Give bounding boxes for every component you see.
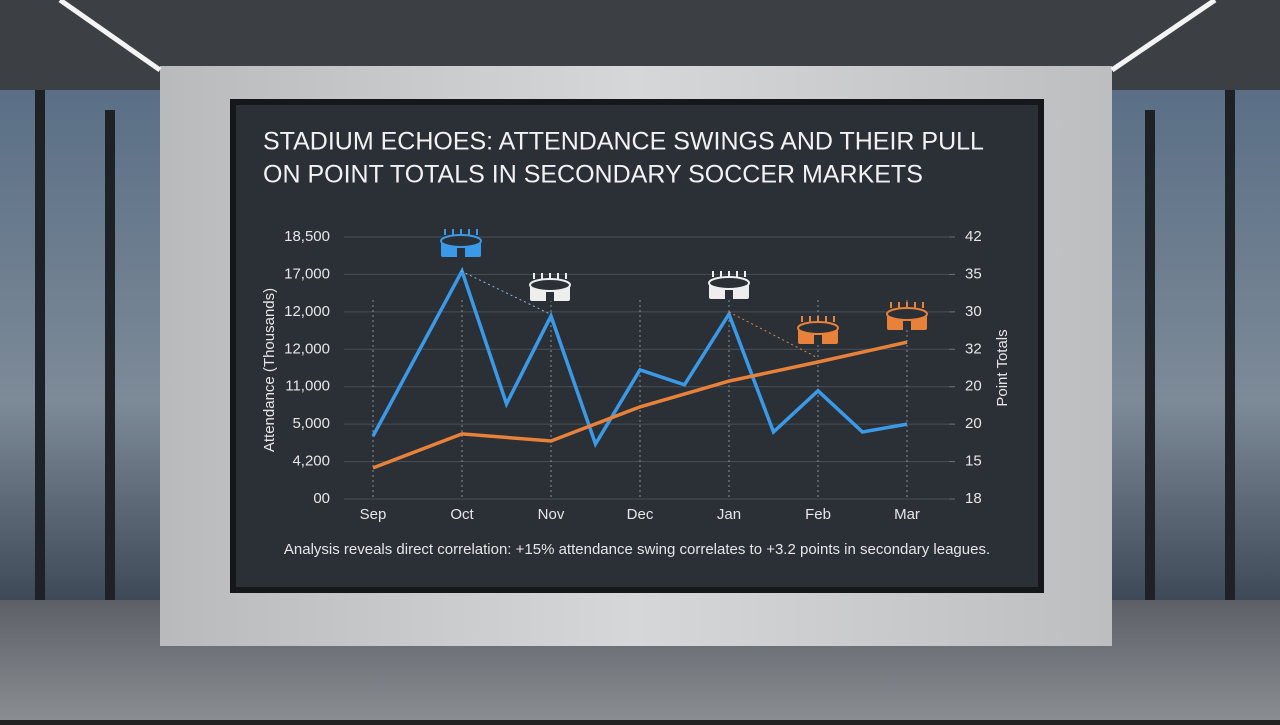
- y2-axis-title: Point Totals: [994, 329, 1011, 406]
- x-tick-label: Feb: [805, 506, 831, 523]
- x-tick-label: Jan: [717, 506, 741, 523]
- y-tick-label: 18,500: [284, 228, 330, 245]
- y-tick-label: 12,000: [284, 340, 330, 357]
- y2-tick-label: 18: [965, 490, 982, 507]
- y2-tick-label: 42: [965, 228, 982, 245]
- y-axis-title: Attendance (Thousands): [261, 288, 278, 452]
- x-tick-label: Oct: [450, 506, 474, 523]
- ceiling-light: [1110, 0, 1217, 73]
- screen: [236, 105, 1038, 587]
- stadium-icon: [797, 316, 839, 344]
- left-window: [0, 90, 160, 610]
- y-tick-label: 00: [313, 490, 330, 507]
- chart: STADIUM ECHOES: ATTENDANCE SWINGS AND TH…: [261, 128, 1011, 558]
- stadium-icon: [529, 273, 571, 301]
- y-tick-label: 12,000: [284, 303, 330, 320]
- icon-gate: [814, 335, 822, 344]
- y2-tick-label: 30: [965, 303, 982, 320]
- icon-bowl: [886, 307, 928, 321]
- connector: [460, 270, 551, 315]
- icon-gate: [457, 248, 465, 257]
- series-line: [371, 266, 908, 449]
- stadium-icon: [708, 271, 750, 299]
- y2-tick-label: 20: [965, 378, 982, 395]
- y2-tick-label: 15: [965, 453, 982, 470]
- y2-tick-label: 35: [965, 265, 982, 282]
- y2-tick-label: 20: [965, 415, 982, 432]
- x-tick-label: Mar: [894, 506, 920, 523]
- y-tick-label: 4,200: [292, 453, 330, 470]
- chart-title: STADIUM ECHOES: ATTENDANCE SWINGS AND TH…: [263, 128, 984, 156]
- x-tick-label: Dec: [627, 506, 654, 523]
- y2-tick-label: 32: [965, 340, 982, 357]
- icon-bowl: [708, 276, 750, 290]
- annotation: Analysis reveals direct correlation: +15…: [284, 541, 990, 558]
- icon-bowl: [797, 321, 839, 335]
- icon-gate: [725, 290, 733, 299]
- y-tick-label: 5,000: [292, 415, 330, 432]
- y-tick-label: 11,000: [285, 378, 330, 395]
- connector: [728, 311, 819, 359]
- icon-bowl: [440, 234, 482, 248]
- series-line: [372, 340, 908, 470]
- x-tick-label: Sep: [360, 506, 387, 523]
- ceiling-light: [58, 0, 162, 73]
- icon-gate: [546, 292, 554, 301]
- icon-bowl: [529, 278, 571, 292]
- y-tick-label: 17,000: [284, 265, 330, 282]
- right-window: [1112, 90, 1280, 610]
- icon-gate: [903, 321, 911, 330]
- x-tick-label: Nov: [538, 506, 565, 523]
- stadium-icon: [440, 229, 482, 257]
- chart-title: ON POINT TOTALS IN SECONDARY SOCCER MARK…: [263, 161, 923, 189]
- window-frames: [35, 90, 1235, 620]
- stadium-icon: [886, 302, 928, 330]
